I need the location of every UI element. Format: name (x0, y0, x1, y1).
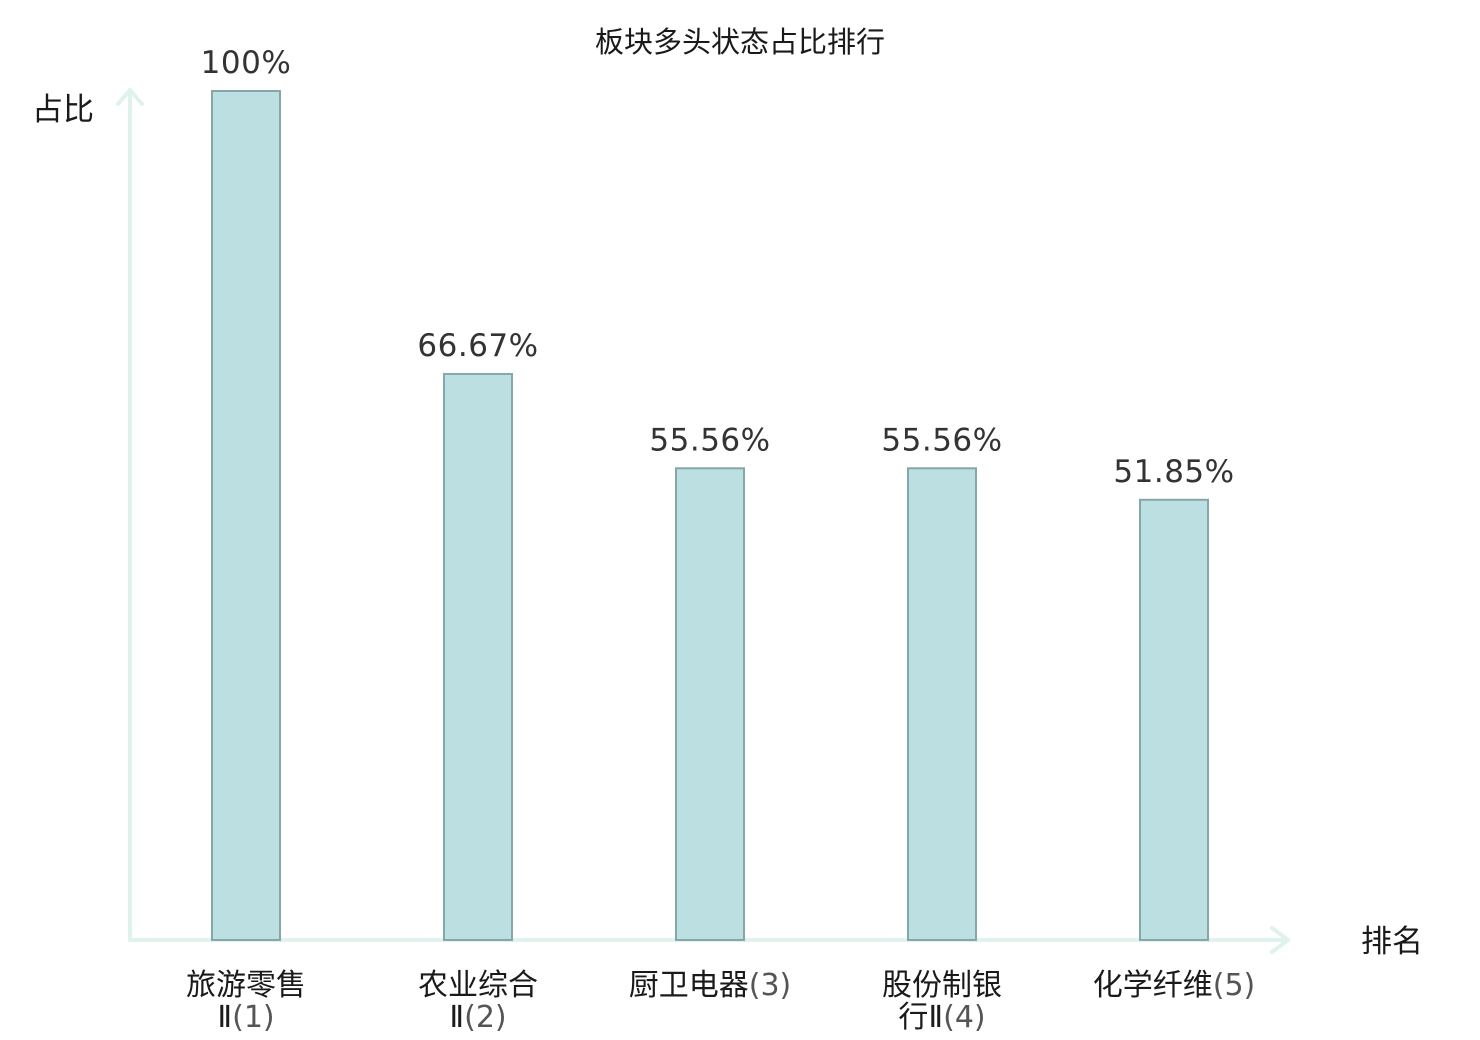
category-label-4-line-1: 股份制银 (882, 968, 1002, 1003)
y-axis-label: 占比 (32, 92, 94, 128)
category-rank: (5) (1213, 968, 1256, 1003)
category-rank: (1) (232, 1000, 275, 1035)
category-label-2-line-2: Ⅱ(2) (449, 1000, 506, 1035)
category-label-5-line-1: 化学纤维(5) (1093, 968, 1256, 1003)
x-axis-arrow-icon (1270, 926, 1290, 954)
category-name: 旅游零售 (186, 968, 306, 1003)
category-name: 厨卫电器 (629, 968, 749, 1003)
category-name: 股份制银 (882, 968, 1002, 1003)
value-label-3: 55.56% (649, 422, 770, 458)
category-label-1-line-2: Ⅱ(1) (217, 1000, 274, 1035)
bar-1 (211, 90, 281, 941)
value-label-1: 100% (201, 45, 292, 81)
category-label-2-line-1: 农业综合 (418, 968, 538, 1003)
bar-2 (443, 372, 513, 942)
bar-4 (907, 467, 977, 941)
bar-3 (675, 467, 745, 941)
category-rank: (3) (749, 968, 792, 1003)
category-name: 行Ⅱ (898, 1000, 943, 1035)
category-label-3-line-1: 厨卫电器(3) (629, 968, 792, 1003)
value-label-2: 66.67% (417, 328, 538, 364)
value-labels-group: 100% 66.67% 55.56% 55.56% 51.85% (201, 45, 1234, 490)
chart-title: 板块多头状态占比排行 (595, 25, 885, 59)
x-axis-label: 排名 (1361, 924, 1423, 960)
category-label-1-line-1: 旅游零售 (186, 968, 306, 1003)
category-label-4-line-2: 行Ⅱ(4) (898, 1000, 985, 1035)
value-label-4: 55.56% (881, 422, 1002, 458)
category-rank: (4) (943, 1000, 986, 1035)
category-name: 化学纤维 (1093, 968, 1213, 1003)
value-label-5: 51.85% (1113, 454, 1234, 490)
category-name: Ⅱ (217, 1000, 232, 1035)
category-name: 农业综合 (418, 968, 538, 1003)
bar-5 (1139, 498, 1209, 941)
category-name: Ⅱ (449, 1000, 464, 1035)
bars-group (211, 90, 1209, 942)
category-rank: (2) (464, 1000, 507, 1035)
y-axis-arrow-icon (116, 88, 144, 106)
